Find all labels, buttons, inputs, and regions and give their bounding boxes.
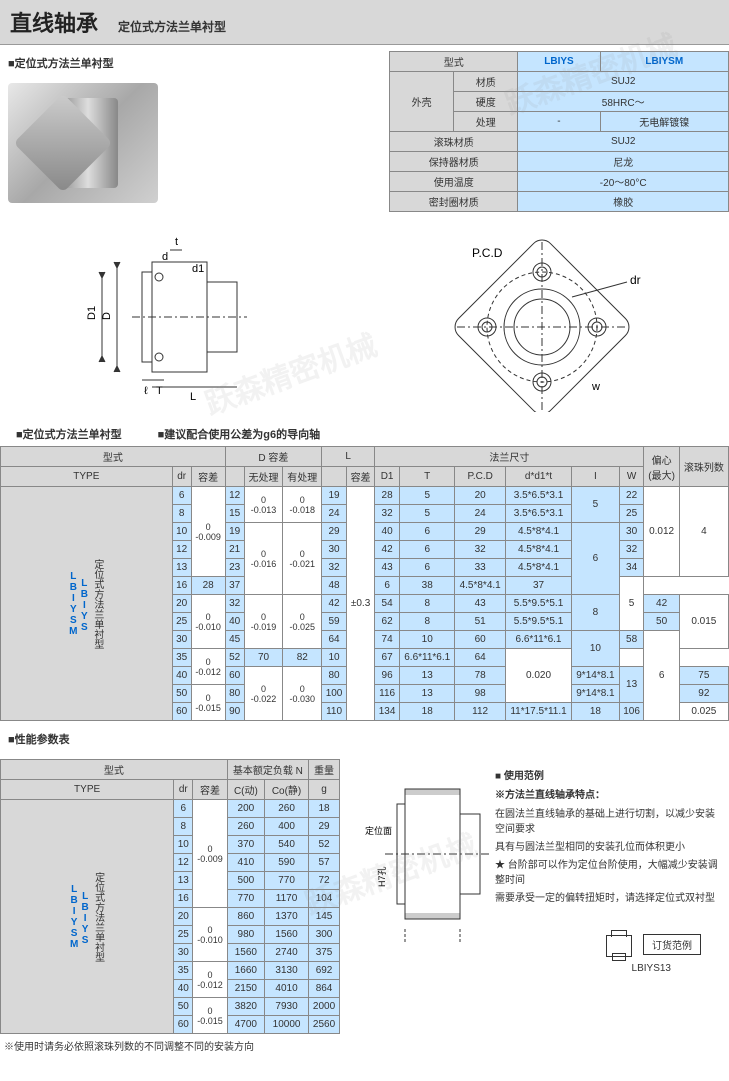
svg-text:定位面: 定位面 <box>365 825 392 836</box>
product-image <box>8 83 158 203</box>
main-note: ■建议配合使用公差为g6的导向轴 <box>150 422 328 446</box>
page-header: 直线轴承 定位式方法兰单衬型 <box>0 0 729 45</box>
table-row: 定位式方法兰单衬型LBIYSLBIYSM60 -0.009120 -0.0130… <box>1 487 729 505</box>
svg-text:H7孔: H7孔 <box>377 866 387 887</box>
footer-note: ※使用时请务必依照滚珠列数的不同调整不同的安装方向 <box>0 1034 729 1057</box>
svg-text:L: L <box>190 391 196 403</box>
svg-text:D1: D1 <box>86 306 98 320</box>
svg-text:d1: d1 <box>192 263 204 275</box>
svg-text:d: d <box>162 251 168 263</box>
page-title: 直线轴承 <box>10 6 98 38</box>
dimensions-table: 型式 D 容差 L 法兰尺寸 偏心 (最大) 滚珠列数 TYPEdr容差 无处理… <box>0 446 729 721</box>
main-section-label: ■定位式方法兰单衬型 <box>8 422 130 446</box>
page-subtitle: 定位式方法兰单衬型 <box>118 18 226 35</box>
svg-text:t: t <box>175 236 178 248</box>
spec-col1: LBIYS <box>518 52 600 72</box>
order-label: 订货范例 <box>643 934 701 955</box>
spec-table: 型式LBIYSLBIYSM 外壳材质SUJ2 硬度58HRC～ 处理-无电解镀镍… <box>389 51 729 212</box>
technical-diagrams: t d d1 D D1 ℓ T L P.C.D dr w <box>0 222 729 412</box>
svg-text:ℓ: ℓ <box>144 385 148 397</box>
perf-label: ■性能参数表 <box>0 727 78 751</box>
order-code: LBIYS13 <box>363 963 701 974</box>
side-view-diagram: t d d1 D D1 ℓ T L <box>62 222 292 412</box>
printer-icon <box>606 935 632 957</box>
spec-col2: LBIYSM <box>600 52 728 72</box>
performance-table: 型式 基本额定负载 N 重量 TYPEdr容差 C(动)Co(静)g 定位式方法… <box>0 759 340 1034</box>
front-view-diagram: P.C.D dr w <box>417 222 667 412</box>
svg-text:T: T <box>156 385 163 397</box>
svg-text:w: w <box>591 381 600 393</box>
spec-header: 型式 <box>390 52 518 72</box>
svg-text:P.C.D: P.C.D <box>472 246 503 260</box>
svg-text:dr: dr <box>630 273 641 287</box>
table-row: 定位式方法兰单衬型LBIYSLBIYSM60 -0.00920026018 <box>1 800 340 818</box>
usage-diagram: 定位面 H7孔 <box>355 759 495 959</box>
svg-text:D: D <box>101 312 113 320</box>
section1-label: ■定位式方法兰单衬型 <box>0 51 122 75</box>
